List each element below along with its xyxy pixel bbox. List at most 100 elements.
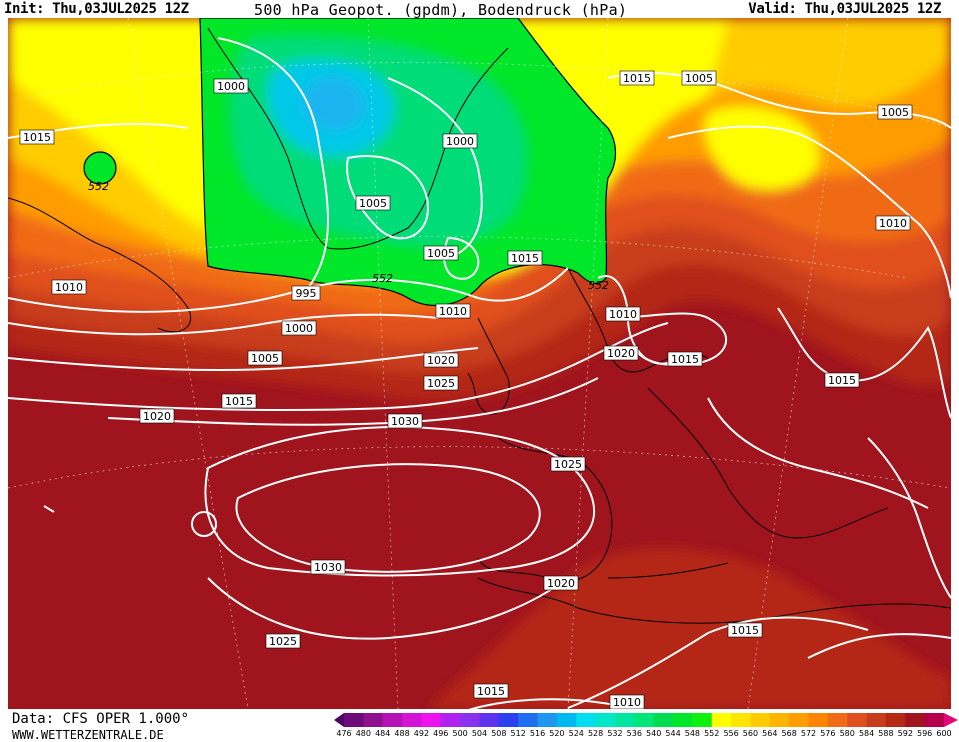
svg-text:1010: 1010	[609, 308, 637, 321]
colorbar-tick-label: 600	[936, 729, 952, 738]
valid-time: Valid: Thu,03JUL2025 12Z	[748, 1, 941, 17]
colorbar-swatch	[924, 713, 945, 727]
svg-text:1010: 1010	[879, 217, 907, 230]
svg-text:1030: 1030	[314, 561, 342, 574]
colorbar-swatch	[479, 713, 500, 727]
svg-text:1005: 1005	[359, 197, 387, 210]
colorbar-tick-label: 484	[375, 729, 391, 738]
isobar-label: 1005	[877, 104, 913, 120]
isobar-label: 1025	[265, 633, 301, 649]
colorbar-tick-label: 576	[820, 729, 836, 738]
isobar-label: 1000	[442, 133, 478, 149]
svg-text:1025: 1025	[554, 458, 582, 471]
colorbar-tick-label: 528	[587, 729, 604, 738]
colorbar-tick-label: 548	[684, 729, 701, 738]
colorbar-tick-label: 504	[471, 729, 488, 738]
colorbar-swatch	[827, 713, 848, 727]
colorbar-swatch	[808, 713, 829, 727]
svg-text:1025: 1025	[427, 377, 455, 390]
isobar-label-group: 1000 1015 1005 1005 1000 1005 1005 1015 …	[19, 70, 913, 709]
map-header: Init: Thu,03JUL2025 12Z 500 hPa Geopot. …	[0, 0, 959, 19]
isobar-label: 995	[291, 285, 321, 301]
data-source-label: Data: CFS OPER 1.000°	[12, 711, 190, 727]
colorbar-swatch	[789, 713, 810, 727]
isobar-label: 1020	[139, 408, 175, 424]
colorbar-legend: 476 480 484 488 492 496 500 504 508 512 516 520 524 5…	[334, 713, 958, 741]
isobar-label: 1015	[507, 250, 543, 266]
geopot-low-532	[304, 78, 364, 130]
colorbar-tick-label: 496	[433, 729, 449, 738]
colorbar-swatch	[711, 713, 732, 727]
colorbar-tick-label: 540	[646, 729, 662, 738]
isobar-label: 1010	[605, 306, 641, 322]
colorbar-swatch	[518, 713, 539, 727]
colorbar-swatch	[769, 713, 790, 727]
colorbar-swatch	[460, 713, 480, 727]
colorbar-swatch	[847, 713, 868, 727]
map-footer: Data: CFS OPER 1.000° WWW.WETTERZENTRALE…	[0, 709, 959, 742]
colorbar-tick-label: 480	[355, 729, 371, 738]
colorbar-tick-label: 508	[491, 729, 507, 738]
colorbar-tick-label: 488	[394, 729, 410, 738]
isobar-label: 1015	[667, 351, 703, 367]
colorbar-tick-label: 568	[781, 729, 797, 738]
colorbar-arrow-high	[944, 713, 958, 727]
colorbar-tick-label: 516	[529, 729, 546, 738]
svg-text:1015: 1015	[731, 624, 759, 637]
svg-text:1000: 1000	[446, 135, 474, 148]
colorbar-tick-label: 560	[742, 729, 759, 738]
colorbar-swatches	[334, 713, 958, 727]
isobar-label: 1020	[423, 352, 459, 368]
colorbar-swatch	[576, 713, 597, 727]
colorbar-swatch	[634, 713, 655, 727]
isobar-label: 1010	[609, 694, 645, 709]
isobar-label: 1025	[423, 375, 459, 391]
colorbar-swatch	[363, 713, 384, 727]
svg-text:1010: 1010	[613, 696, 641, 709]
geopot-low-552-cutoff	[83, 151, 117, 185]
colorbar-tick-label: 492	[413, 729, 430, 738]
colorbar-tick-label: 580	[839, 729, 855, 738]
colorbar-tick-label: 536	[626, 729, 642, 738]
colorbar-swatch	[556, 713, 577, 727]
svg-text:995: 995	[296, 287, 317, 300]
isobar-label: 1020	[603, 345, 639, 361]
map-canvas: 1000 1015 1005 1005 1000 1005 1005 1015 …	[8, 18, 951, 709]
svg-text:1015: 1015	[828, 374, 856, 387]
isobar-label: 1015	[221, 393, 257, 409]
svg-text:1005: 1005	[427, 247, 455, 260]
colorbar-tick-label: 588	[878, 729, 894, 738]
colorbar-swatch	[402, 713, 422, 727]
colorbar-swatch	[344, 713, 364, 727]
svg-text:1015: 1015	[511, 252, 539, 265]
colorbar-tick-label: 520	[549, 729, 565, 738]
geopot-label: 552	[588, 279, 609, 292]
colorbar-swatch	[421, 713, 442, 727]
colorbar-tick-label: 584	[858, 729, 875, 738]
svg-text:1025: 1025	[269, 635, 297, 648]
colorbar-tick-label: 564	[762, 729, 778, 738]
svg-text:1015: 1015	[23, 131, 51, 144]
svg-text:1015: 1015	[477, 685, 505, 698]
colorbar-tick-label: 596	[917, 729, 933, 738]
colorbar-tick-label: 572	[800, 729, 817, 738]
colorbar-swatch	[750, 713, 771, 727]
isobar-label: 1005	[247, 350, 283, 366]
colorbar-swatch	[440, 713, 461, 727]
isobar-label: 1005	[423, 245, 459, 261]
geopot-label: 552	[88, 180, 109, 193]
colorbar-swatch	[885, 713, 906, 727]
colorbar-tick-label: 556	[723, 729, 739, 738]
colorbar-tick-label: 476	[336, 729, 352, 738]
isobar-label: 1015	[473, 683, 509, 699]
map-title: 500 hPa Geopot. (gpdm), Bodendruck (hPa)	[254, 1, 628, 19]
colorbar-swatch	[905, 713, 926, 727]
isobar-label: 1005	[681, 70, 717, 86]
colorbar-swatch	[614, 713, 635, 727]
svg-text:1020: 1020	[427, 354, 455, 367]
isobar-label: 1010	[875, 215, 911, 231]
colorbar-tick-label: 512	[510, 729, 526, 738]
colorbar-swatch	[731, 713, 751, 727]
isobar-label: 1015	[619, 70, 655, 86]
isobar-label: 1000	[213, 78, 249, 94]
